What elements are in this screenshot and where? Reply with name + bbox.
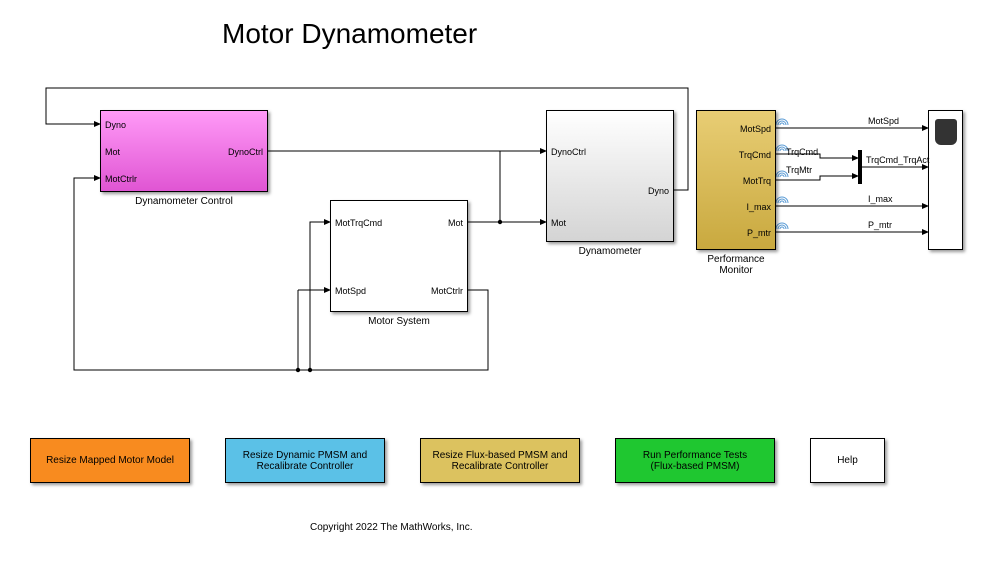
- motor_sys-port-motspd: MotSpd: [335, 286, 366, 296]
- help-button[interactable]: Help: [810, 438, 885, 483]
- dyno_ctrl-port-mot: Mot: [105, 147, 120, 157]
- dyno-port-dyno: Dyno: [648, 186, 669, 196]
- dyno_ctrl-port-motctrlr: MotCtrlr: [105, 174, 137, 184]
- signal-trqmtr: TrqMtr: [786, 165, 812, 175]
- resize-flux-button[interactable]: Resize Flux-based PMSM and Recalibrate C…: [420, 438, 580, 483]
- perf_mon-port-trqcmd: TrqCmd: [739, 150, 771, 160]
- resize-dynamic-button[interactable]: Resize Dynamic PMSM and Recalibrate Cont…: [225, 438, 385, 483]
- signal-motspd: MotSpd: [868, 116, 899, 126]
- resize-mapped-button[interactable]: Resize Mapped Motor Model: [30, 438, 190, 483]
- signal-trqcmd_trqact: TrqCmd_TrqAct: [866, 155, 929, 165]
- perf_mon-port-motspd: MotSpd: [740, 124, 771, 134]
- perf_mon-block[interactable]: MotSpdTrqCmdMotTrqI_maxP_mtrPerformance …: [696, 110, 776, 250]
- motor_sys-port-mottrqcmd: MotTrqCmd: [335, 218, 382, 228]
- motor_sys-block[interactable]: MotTrqCmdMotSpdMotMotCtrlrMotor System: [330, 200, 468, 312]
- dyno_ctrl-port-dyno: Dyno: [105, 120, 126, 130]
- dyno_ctrl-label: Dynamometer Control: [101, 196, 267, 207]
- motor_sys-label: Motor System: [331, 316, 467, 327]
- dyno-label: Dynamometer: [547, 246, 673, 257]
- signal-trqcmd: TrqCmd: [786, 147, 818, 157]
- dyno-block[interactable]: DynoCtrlMotDynoDynamometer: [546, 110, 674, 242]
- page-title: Motor Dynamometer: [222, 18, 477, 50]
- dyno-port-dynoctrl: DynoCtrl: [551, 147, 586, 157]
- copyright-text: Copyright 2022 The MathWorks, Inc.: [310, 522, 473, 533]
- perf_mon-port-i_max: I_max: [746, 202, 771, 212]
- motor_sys-port-mot: Mot: [448, 218, 463, 228]
- dyno-port-mot: Mot: [551, 218, 566, 228]
- perf_mon-port-p_mtr: P_mtr: [747, 228, 771, 238]
- perf_mon-label: Performance Monitor: [697, 254, 775, 276]
- mux-block: [858, 150, 862, 184]
- motor_sys-port-motctrlr: MotCtrlr: [431, 286, 463, 296]
- dyno_ctrl-block[interactable]: DynoMotMotCtrlrDynoCtrlDynamometer Contr…: [100, 110, 268, 192]
- signal-p_mtr: P_mtr: [868, 220, 892, 230]
- dyno_ctrl-port-dynoctrl: DynoCtrl: [228, 147, 263, 157]
- perf_mon-port-mottrq: MotTrq: [743, 176, 771, 186]
- signal-i_max: I_max: [868, 194, 893, 204]
- scope-block[interactable]: [928, 110, 963, 250]
- run-perf-button[interactable]: Run Performance Tests (Flux-based PMSM): [615, 438, 775, 483]
